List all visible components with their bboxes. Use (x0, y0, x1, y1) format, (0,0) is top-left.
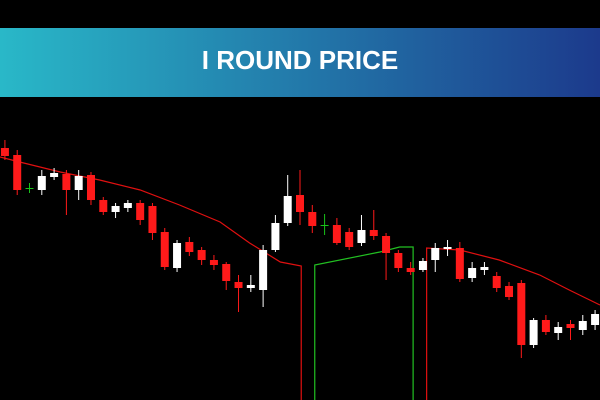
candle-body (259, 250, 268, 290)
candle-body (394, 253, 403, 268)
candle-body (480, 267, 489, 270)
candle-body (111, 206, 120, 212)
candle-body (136, 203, 145, 220)
candle-body (308, 212, 317, 226)
candle-body (554, 327, 563, 333)
candle-body (234, 282, 243, 288)
candle-body (74, 176, 83, 190)
candle-body (222, 264, 231, 281)
candle-body (369, 230, 378, 236)
indicator-line (0, 156, 302, 400)
candle-body (148, 206, 157, 233)
candle-body (197, 250, 206, 260)
candle-body (578, 321, 587, 330)
candle-body (406, 268, 415, 272)
candle-body (50, 173, 59, 177)
candle-body (345, 232, 354, 247)
candle-body (283, 196, 292, 223)
candle-body (505, 286, 514, 297)
candle-body (431, 248, 440, 260)
banner (0, 28, 600, 97)
candle-body (0, 148, 9, 156)
chart-title: I ROUND PRICE (202, 45, 398, 75)
candle-body (271, 223, 280, 250)
candle-body (541, 320, 550, 332)
candle-body (443, 247, 452, 249)
candle-body (332, 225, 341, 243)
candle-body (517, 283, 526, 345)
candle-body (296, 195, 304, 212)
candle-body (13, 155, 22, 190)
candle-body (185, 242, 194, 252)
candle-body (566, 324, 575, 328)
candle-body (25, 188, 34, 189)
candle-body (62, 174, 71, 190)
candle-body (209, 260, 218, 265)
candle-body (382, 236, 391, 253)
indicator-line (426, 247, 600, 400)
candle-body (455, 248, 464, 279)
candle-body (86, 175, 95, 200)
candle-body (418, 261, 427, 270)
candle-body (99, 200, 108, 212)
candle-body (492, 276, 501, 288)
candle-body (246, 285, 255, 288)
candle-body (529, 320, 538, 345)
candle-body (468, 268, 477, 278)
candle-body (37, 176, 46, 190)
candle-body (591, 314, 600, 325)
candle-body (357, 230, 366, 243)
candle-body (320, 225, 329, 226)
candle-body (173, 243, 182, 268)
candle-body (123, 203, 132, 208)
candle-body (160, 232, 169, 267)
